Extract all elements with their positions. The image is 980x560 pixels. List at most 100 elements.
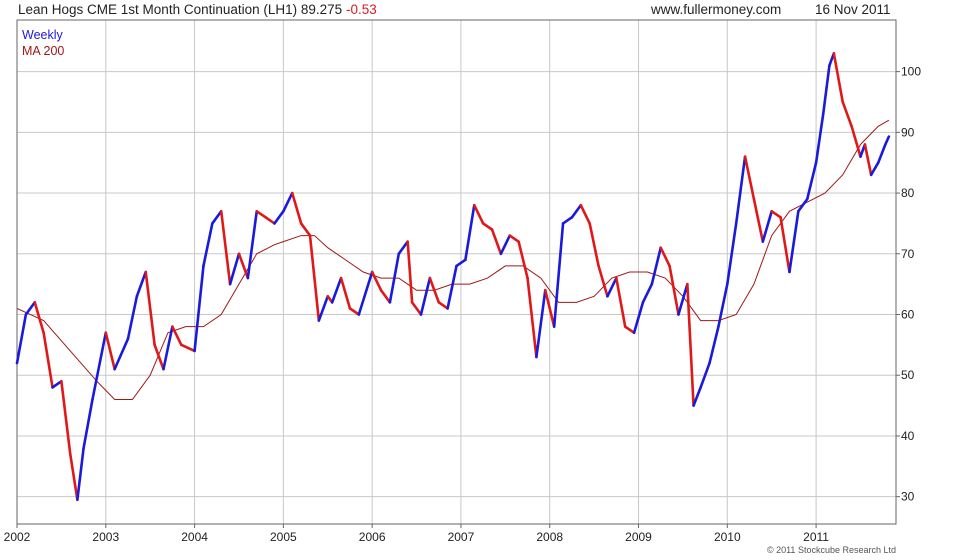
ma-200-line [16, 119, 890, 401]
weekly-price-segment [490, 228, 503, 256]
weekly-price-segment [339, 276, 352, 310]
x-tick-label: 2009 [625, 530, 652, 544]
weekly-price-segment [588, 222, 600, 268]
legend-ma-200: MA 200 [22, 44, 64, 58]
weekly-price-segment [464, 203, 476, 262]
weekly-price-segment [726, 222, 738, 286]
weekly-price-segment [104, 331, 116, 371]
legend-weekly: Weekly [22, 28, 64, 42]
weekly-price-segment [51, 380, 63, 389]
x-tick-label: 2010 [714, 530, 741, 544]
weekly-price-segment [692, 386, 702, 407]
weekly-price-segment [779, 216, 791, 274]
weekly-price-segment [632, 301, 645, 335]
weekly-price-segment [211, 209, 223, 225]
weekly-price-segment [805, 161, 818, 201]
plot-frame [16, 19, 897, 525]
weekly-price-segment [446, 264, 458, 310]
weekly-price-segment [597, 264, 609, 298]
weekly-price-segment [437, 301, 449, 310]
weekly-price-segment [552, 222, 565, 328]
chart-header: Lean Hogs CME 1st Month Continuation (LH… [0, 0, 980, 20]
weekly-price-segment [708, 325, 720, 365]
weekly-price-segment [863, 143, 873, 177]
weekly-price-segment [850, 124, 862, 158]
weekly-price-segment [752, 197, 765, 243]
copyright-note: © 2011 Stockcube Research Ltd [766, 545, 896, 555]
weekly-price-segment [348, 307, 361, 316]
weekly-price-segment [282, 191, 294, 213]
weekly-price-segment [42, 331, 54, 389]
weekly-price-segment [171, 325, 183, 347]
y-tick-label: 30 [901, 490, 915, 504]
weekly-price-segment [113, 337, 130, 371]
weekly-price-segment [606, 276, 618, 298]
weekly-price-segment [290, 191, 303, 225]
weekly-price-segment [299, 222, 312, 237]
weekly-price-segment [406, 240, 414, 304]
weekly-price-segment [743, 155, 756, 201]
weekly-price-segment [734, 155, 747, 225]
y-tick-label: 100 [901, 65, 921, 79]
weekly-price-segment [659, 246, 671, 268]
weekly-price-segment [246, 209, 259, 280]
weekly-price-segment [832, 52, 845, 104]
weekly-price-segment [561, 216, 574, 225]
y-tick-label: 50 [901, 368, 915, 382]
weekly-price-segment [153, 343, 165, 371]
weekly-price-segment [15, 313, 28, 365]
weekly-price-segment [379, 288, 392, 304]
weekly-price-segment [308, 234, 321, 322]
weekly-price-segment [884, 135, 891, 146]
weekly-price-segment [699, 361, 711, 389]
weekly-price-segment [410, 301, 423, 316]
x-tick-label: 2004 [181, 530, 208, 544]
weekly-price-segment [179, 343, 196, 353]
weekly-price-segment [357, 270, 374, 316]
weekly-price-segment [535, 288, 547, 359]
weekly-price-segment [869, 161, 880, 177]
weekly-price-segment [677, 282, 689, 316]
weekly-price-segment [499, 234, 512, 256]
weekly-price-segment [814, 112, 825, 164]
date-label: 16 Nov 2011 [815, 2, 891, 17]
weekly-price-segment [821, 64, 831, 116]
weekly-price-segment [615, 276, 627, 328]
weekly-price-segment [472, 203, 485, 225]
weekly-price-segment [455, 258, 467, 268]
weekly-price-segment [144, 270, 156, 347]
x-tick-label: 2008 [536, 530, 563, 544]
weekly-price-segment [162, 325, 174, 371]
chart-title-text: Lean Hogs CME 1st Month Continuation (LH… [18, 2, 343, 17]
weekly-price-segment [579, 203, 591, 225]
weekly-price-segment [193, 264, 205, 353]
y-tick-label: 60 [901, 308, 915, 322]
weekly-price-segment [770, 209, 782, 219]
weekly-price-segment [126, 294, 139, 341]
weekly-price-segment [641, 282, 654, 304]
weekly-price-segment [526, 276, 538, 359]
weekly-price-segment [255, 209, 267, 219]
y-tick-label: 70 [901, 247, 915, 261]
weekly-price-segment [717, 282, 729, 328]
x-tick-label: 2002 [4, 530, 31, 544]
y-tick-label: 80 [901, 186, 915, 200]
weekly-price-segment [237, 252, 250, 280]
chart-title: Lean Hogs CME 1st Month Continuation (LH… [18, 2, 377, 17]
weekly-price-segment [623, 325, 636, 335]
weekly-price-segment [370, 270, 383, 292]
weekly-price-segment [419, 276, 432, 316]
weekly-price-segment [841, 100, 853, 128]
price-change: -0.53 [345, 2, 377, 17]
weekly-price-segment [650, 246, 663, 286]
weekly-price-segment [788, 209, 800, 274]
weekly-price-segment [82, 398, 94, 450]
weekly-price-segment [481, 222, 494, 231]
x-tick-label: 2003 [92, 530, 119, 544]
weekly-price-segment [135, 270, 148, 298]
weekly-price-segment [686, 282, 695, 407]
weekly-price-segment [428, 276, 441, 304]
site-label: www.fullermoney.com [651, 2, 782, 17]
weekly-price-segment [797, 197, 809, 213]
